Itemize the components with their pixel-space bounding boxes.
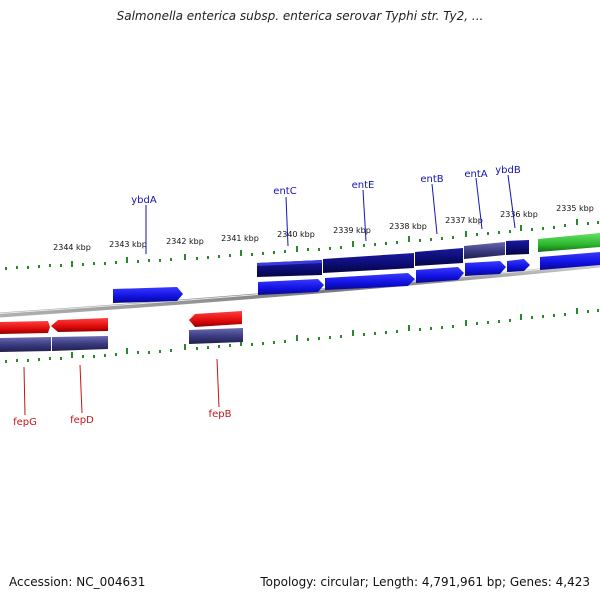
feature-entA [464,242,505,259]
feature-green [538,233,600,252]
tick-label: 2337 kbp [445,216,483,225]
feature-fepG [0,337,51,352]
gene-label-ybdB: ybdB [495,165,521,176]
gene-label-entC: entC [273,186,296,197]
feature-ybdB [506,240,529,255]
gene-label-fepD: fepD [70,415,94,426]
gene-label-fepG: fepG [13,417,37,428]
tick-label: 2338 kbp [389,222,427,231]
cds-ybdA [113,287,183,303]
cds-fepB [189,311,242,327]
cds-right [540,252,600,270]
label-leaders [23,174,516,416]
tick-label: 2343 kbp [109,240,147,249]
cds-entA [465,261,506,276]
feature-fepB [189,328,243,344]
forward-tick-ring [5,219,599,270]
reverse-cds-track [0,311,242,334]
gene-label-ybdA: ybdA [131,195,157,206]
cds-entC [258,279,324,295]
tick-label: 2340 kbp [277,230,315,239]
cds-entB [416,267,464,283]
cds-ybdB [507,259,530,272]
gene-labels: ybdA entC entE entB entA ybdB fepG fepD … [13,165,521,428]
tick-label: 2335 kbp [556,204,594,213]
tick-label: 2344 kbp [53,243,91,252]
accession-text: Accession: NC_004631 [9,575,146,589]
forward-feature-track [257,233,600,277]
kbp-labels: 2344 kbp 2343 kbp 2342 kbp 2341 kbp 2340… [53,204,594,252]
genome-info-text: Topology: circular; Length: 4,791,961 bp… [260,575,590,589]
forward-cds-track [113,252,600,303]
feature-entE [323,253,414,273]
feature-fepD [52,336,108,351]
genome-title: Salmonella enterica subsp. enterica sero… [116,9,484,23]
tick-label: 2336 kbp [500,210,538,219]
gene-label-entA: entA [464,169,487,180]
gene-label-entB: entB [420,174,443,185]
tick-label: 2342 kbp [166,237,204,246]
cds-fepD [51,318,108,332]
cds-fepG [0,321,50,334]
reverse-tick-ring [5,308,599,363]
tick-label: 2341 kbp [221,234,259,243]
tick-label: 2339 kbp [333,226,371,235]
feature-entB [415,248,463,266]
reverse-feature-track [0,328,243,352]
gene-label-entE: entE [352,180,375,191]
cds-entE [325,273,415,290]
gene-label-fepB: fepB [209,409,232,420]
